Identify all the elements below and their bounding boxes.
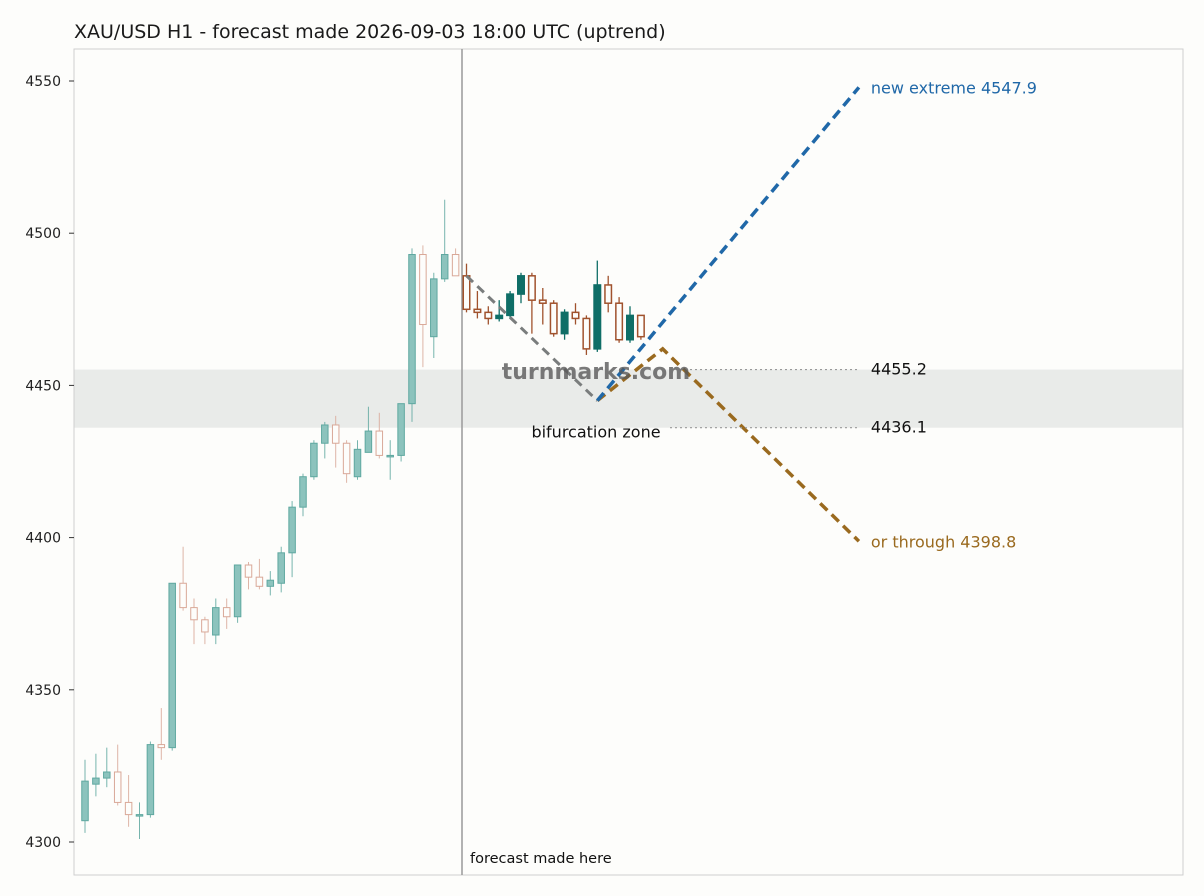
forecast-candle [626,314,634,341]
history-candle [277,552,285,584]
forecast-candle [517,275,525,295]
history-candle [331,424,340,444]
candles [81,199,645,839]
history-candle [124,801,133,816]
history-candle [244,564,253,578]
history-candle [321,424,329,444]
history-candle [266,579,275,587]
history-candle [342,442,351,475]
history-candle [255,576,264,587]
forecast-candle [636,314,645,338]
forecast-candle [473,308,482,314]
history-candle [299,476,307,508]
zone-low-label: 4436.1 [871,418,927,437]
scenario-down-label: or through 4398.8 [871,532,1016,551]
history-candle [386,454,394,458]
scenario-up-label: new extreme 4547.9 [871,78,1037,97]
history-candle [103,771,111,779]
history-candle [233,564,242,618]
zone-high-label: 4455.2 [871,360,927,379]
y-tick-label: 4550 [25,74,61,90]
history-candle [212,607,220,636]
forecast-candle [484,311,493,320]
history-candle [135,814,144,817]
history-candle [81,780,89,822]
history-candle [113,771,122,803]
history-candle [408,254,416,405]
zone-layer [74,369,1183,428]
plot-area [73,48,1184,876]
forecast-candle [615,302,624,341]
history-candle [222,607,231,618]
y-tick-label: 4300 [25,835,61,851]
scenario-up-line [595,86,861,402]
history-candle [92,777,100,785]
history-candle [375,430,384,456]
forecast-candle [549,302,558,335]
forecast-candle [462,275,471,311]
history-candle [288,506,296,554]
history-candle [157,744,166,749]
history-candle [179,582,187,609]
history-candle [190,607,198,621]
history-candle [430,278,438,338]
path-to-zone-line [465,274,599,402]
forecast-candle [582,317,591,350]
history-candle [168,582,176,749]
chart-title: XAU/USD H1 - forecast made 2026-09-03 18… [74,21,666,43]
y-tick-label: 4400 [25,531,61,547]
forecast-candle [495,314,504,320]
history-candle [451,254,460,277]
scenario-lines [465,86,861,543]
history-candle [201,619,209,633]
history-candle [310,442,318,478]
bifurcation-zone-label: bifurcation zone [531,423,660,442]
forecast-candle [506,293,515,317]
forecast-marker-label: forecast made here [470,851,612,867]
annotations: new extreme 4547.9 or through 4398.8 4455.… [470,78,1037,867]
history-candle [419,254,427,326]
history-candle [353,448,362,478]
history-candle [146,744,155,816]
forecast-candle [560,311,569,335]
forecast-candle [593,284,602,350]
watermark: turnmarks.com [502,360,690,385]
forecast-candle [538,299,547,304]
forecast-candle [527,275,536,301]
history-candle [440,254,449,280]
history-candle [364,430,373,453]
y-tick-label: 4350 [25,683,61,699]
forecast-candle [571,311,580,320]
forecast-candle [604,284,613,304]
y-axis: 4300 4350 4400 4450 4500 4550 [25,49,463,875]
y-tick-label: 4450 [25,378,61,394]
scenario-down-line [596,346,861,543]
bifurcation-zone-band [74,369,1183,428]
y-tick-label: 4500 [25,226,61,242]
history-candle [397,403,405,456]
